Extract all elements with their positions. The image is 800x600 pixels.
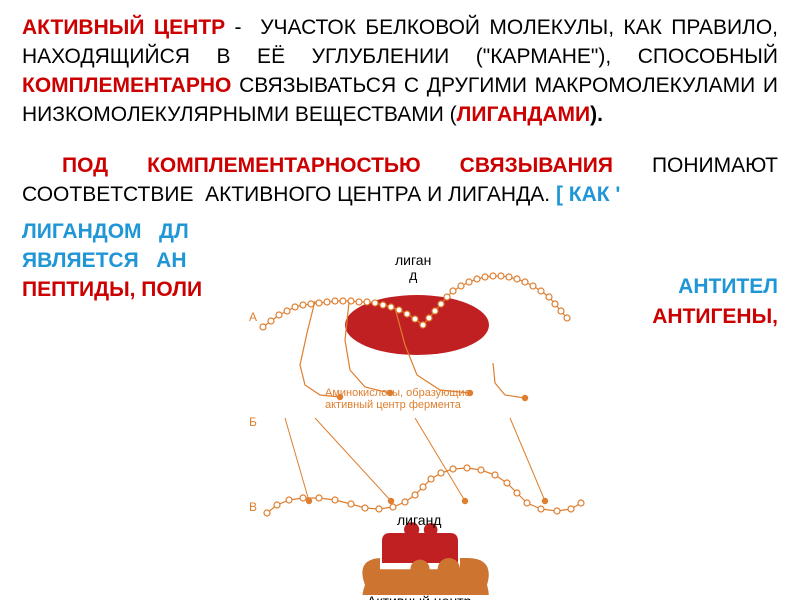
- label-ligand-bottom: лиганд: [397, 512, 441, 528]
- enzyme-diagram: А Б В лиганд Аминокислоты, образующие ак…: [245, 255, 605, 595]
- frag-antigeny: АНТИГЕНЫ,: [652, 305, 778, 329]
- para-complementarity: ПОД КОМПЛЕМЕНТАРНОСТЬЮ СВЯЗЫВАНИЯ ПОНИМА…: [22, 152, 778, 210]
- label-active-center: Активный центр: [367, 593, 471, 600]
- frag-antitel: АНТИТЕЛ: [678, 275, 778, 299]
- label-ligand-top: лиганд: [395, 253, 431, 282]
- label-amino-acids: Аминокислоты, образующие активный центр …: [325, 387, 471, 411]
- enzyme-svg: [245, 255, 605, 595]
- para-ligand-left-1: ЛИГАНДОМ ДЛ: [22, 218, 778, 247]
- para-active-center: АКТИВНЫЙ ЦЕНТР - УЧАСТОК БЕЛКОВОЙ МОЛЕКУ…: [22, 14, 778, 130]
- letter-B: Б: [249, 415, 257, 429]
- letter-V: В: [249, 500, 257, 514]
- slide: АКТИВНЫЙ ЦЕНТР - УЧАСТОК БЕЛКОВОЙ МОЛЕКУ…: [0, 0, 800, 600]
- letter-A: А: [249, 310, 257, 324]
